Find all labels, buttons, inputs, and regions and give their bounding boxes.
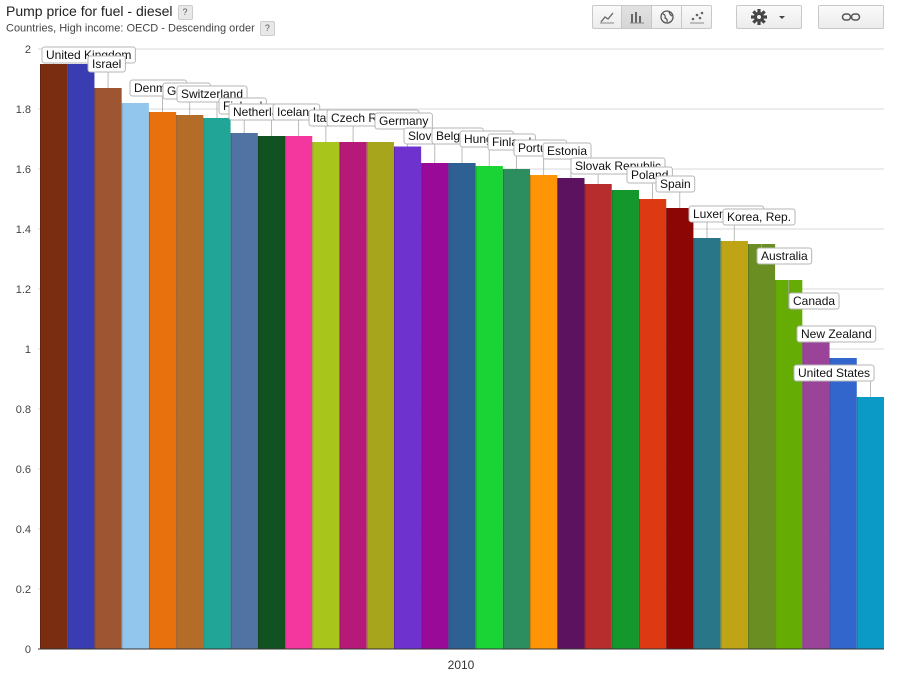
bar[interactable] bbox=[257, 136, 286, 649]
bar[interactable] bbox=[611, 190, 639, 649]
bar[interactable] bbox=[448, 163, 476, 649]
bar[interactable] bbox=[530, 175, 558, 649]
chart-type-toolbar bbox=[592, 5, 712, 29]
bar-chart-icon bbox=[629, 12, 644, 24]
bar[interactable] bbox=[502, 169, 531, 649]
bar[interactable] bbox=[421, 163, 449, 649]
bar[interactable] bbox=[475, 166, 503, 649]
chart-title-text: Pump price for fuel - diesel bbox=[6, 3, 173, 19]
link-icon bbox=[841, 13, 861, 21]
line-chart-button[interactable] bbox=[592, 5, 622, 29]
scatter-chart-icon bbox=[689, 11, 704, 24]
y-tick-label: 1.6 bbox=[16, 164, 31, 176]
bar[interactable] bbox=[176, 115, 204, 649]
bar[interactable] bbox=[67, 64, 95, 649]
callouts: United KingdomIsraelDenmarkGreeceSwitzer… bbox=[41, 46, 877, 382]
y-tick-label: 1 bbox=[25, 344, 31, 356]
callout-label[interactable]: Spain bbox=[655, 175, 696, 193]
bar[interactable] bbox=[829, 358, 857, 649]
link-toolbar bbox=[818, 5, 884, 29]
callout-label[interactable]: Iceland bbox=[272, 103, 321, 121]
callout-box bbox=[796, 325, 877, 343]
callout-label[interactable]: Estonia bbox=[542, 142, 592, 160]
bar[interactable] bbox=[693, 238, 721, 649]
y-tick-label: 0.4 bbox=[16, 524, 31, 536]
y-tick-label: 1.4 bbox=[16, 224, 31, 236]
x-axis-label: 2010 bbox=[448, 658, 475, 672]
bars bbox=[40, 64, 884, 649]
bar[interactable] bbox=[666, 208, 694, 649]
bar[interactable] bbox=[557, 178, 585, 649]
title-help-button[interactable]: ? bbox=[177, 4, 193, 20]
settings-toolbar bbox=[736, 5, 802, 29]
bar[interactable] bbox=[121, 103, 149, 649]
bar[interactable] bbox=[720, 241, 748, 649]
callout-box bbox=[87, 55, 126, 73]
callout-label[interactable]: Canada bbox=[788, 292, 840, 310]
callout-label[interactable]: Australia bbox=[756, 247, 813, 265]
line-chart-icon bbox=[600, 12, 614, 24]
y-tick-label: 0.2 bbox=[16, 584, 31, 596]
callout-box bbox=[788, 292, 840, 310]
y-axis-ticks: 0 0.2 0.4 0.6 0.8 1 1.2 1.4 1.6 1.8 2 bbox=[16, 44, 31, 656]
callout-box bbox=[655, 175, 696, 193]
callout-box bbox=[374, 112, 433, 130]
callout-text: Canada bbox=[793, 294, 835, 308]
callout-text: Iceland bbox=[277, 105, 316, 119]
y-tick-label: 0.6 bbox=[16, 464, 31, 476]
callout-text: New Zealand bbox=[801, 327, 872, 341]
y-tick-label: 1.8 bbox=[16, 104, 31, 116]
callout-label[interactable]: New Zealand bbox=[796, 325, 877, 343]
chart-subtitle-text: Countries, High income: OECD - Descendin… bbox=[6, 22, 255, 35]
callout-text: United States bbox=[798, 366, 870, 380]
callout-text: Germany bbox=[379, 114, 428, 128]
bar[interactable] bbox=[584, 184, 612, 649]
callout-box bbox=[542, 142, 592, 160]
bar[interactable] bbox=[285, 136, 313, 649]
callout-text: Israel bbox=[92, 57, 121, 71]
chart-subtitle: Countries, High income: OECD - Descendin… bbox=[6, 21, 275, 36]
bar[interactable] bbox=[230, 133, 258, 649]
callout-label[interactable]: Israel bbox=[87, 55, 126, 73]
callout-box bbox=[756, 247, 813, 265]
bar[interactable] bbox=[802, 340, 830, 649]
settings-button[interactable] bbox=[736, 5, 802, 29]
callout-text: Spain bbox=[660, 177, 691, 191]
callout-text: Australia bbox=[761, 249, 808, 263]
callout-box bbox=[722, 208, 796, 226]
callout-label[interactable]: Korea, Rep. bbox=[722, 208, 796, 226]
bar-chart-button[interactable] bbox=[622, 5, 652, 29]
bar[interactable] bbox=[312, 142, 340, 649]
map-chart-button[interactable] bbox=[652, 5, 682, 29]
y-tick-label: 0 bbox=[25, 644, 31, 656]
bar[interactable] bbox=[366, 142, 394, 649]
bar[interactable] bbox=[94, 88, 122, 649]
bar[interactable] bbox=[638, 199, 667, 649]
bar[interactable] bbox=[148, 112, 177, 649]
bar[interactable] bbox=[40, 64, 68, 649]
subtitle-help-button[interactable]: ? bbox=[259, 21, 275, 36]
bar[interactable] bbox=[339, 142, 367, 649]
y-tick-label: 1.2 bbox=[16, 284, 31, 296]
chart-title: Pump price for fuel - diesel? bbox=[6, 3, 193, 20]
y-tick-label: 2 bbox=[25, 44, 31, 56]
scatter-chart-button[interactable] bbox=[682, 5, 712, 29]
bar[interactable] bbox=[856, 397, 884, 649]
callout-text: Korea, Rep. bbox=[727, 210, 791, 224]
chevron-down-icon bbox=[779, 16, 785, 19]
bar[interactable] bbox=[393, 146, 422, 650]
bar[interactable] bbox=[747, 244, 776, 649]
globe-icon bbox=[659, 10, 674, 24]
callout-box bbox=[793, 364, 875, 382]
y-tick-label: 0.8 bbox=[16, 404, 31, 416]
link-button[interactable] bbox=[818, 5, 884, 29]
gear-icon bbox=[751, 9, 767, 25]
callout-text: Estonia bbox=[547, 144, 587, 158]
callout-label[interactable]: United States bbox=[793, 364, 875, 382]
bar[interactable] bbox=[203, 118, 231, 649]
callout-label[interactable]: Germany bbox=[374, 112, 433, 130]
